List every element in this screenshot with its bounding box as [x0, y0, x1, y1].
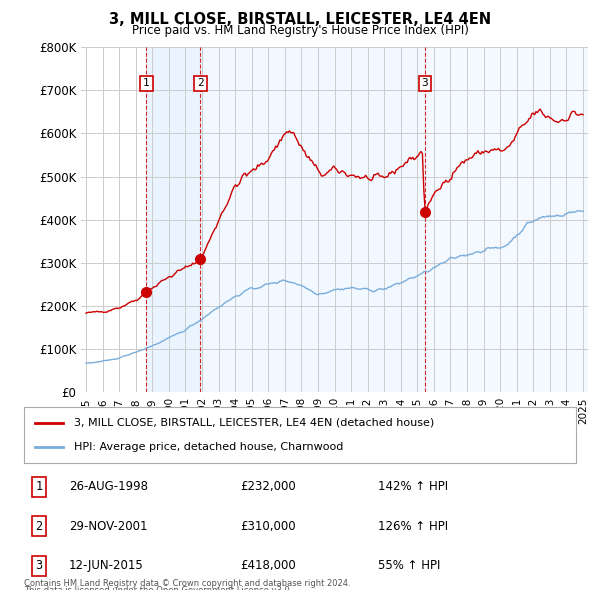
Text: 3: 3 [35, 559, 43, 572]
Text: Price paid vs. HM Land Registry's House Price Index (HPI): Price paid vs. HM Land Registry's House … [131, 24, 469, 37]
Text: This data is licensed under the Open Government Licence v3.0.: This data is licensed under the Open Gov… [24, 586, 292, 590]
Text: £418,000: £418,000 [240, 559, 296, 572]
Text: 29-NOV-2001: 29-NOV-2001 [69, 520, 148, 533]
Text: 26-AUG-1998: 26-AUG-1998 [69, 480, 148, 493]
Text: 142% ↑ HPI: 142% ↑ HPI [378, 480, 448, 493]
Text: 3, MILL CLOSE, BIRSTALL, LEICESTER, LE4 4EN (detached house): 3, MILL CLOSE, BIRSTALL, LEICESTER, LE4 … [74, 418, 434, 428]
Bar [200, 47, 425, 392]
Text: 1: 1 [143, 78, 150, 88]
Text: 2: 2 [197, 78, 204, 88]
Text: 126% ↑ HPI: 126% ↑ HPI [378, 520, 448, 533]
Text: Contains HM Land Registry data © Crown copyright and database right 2024.: Contains HM Land Registry data © Crown c… [24, 579, 350, 588]
Text: 55% ↑ HPI: 55% ↑ HPI [378, 559, 440, 572]
Text: 12-JUN-2015: 12-JUN-2015 [69, 559, 144, 572]
Bar [146, 47, 200, 392]
Text: 2: 2 [35, 520, 43, 533]
Text: 1: 1 [35, 480, 43, 493]
Text: 3: 3 [421, 78, 428, 88]
Text: £232,000: £232,000 [240, 480, 296, 493]
Bar [425, 47, 588, 392]
Text: £310,000: £310,000 [240, 520, 296, 533]
Text: HPI: Average price, detached house, Charnwood: HPI: Average price, detached house, Char… [74, 442, 343, 453]
Text: 3, MILL CLOSE, BIRSTALL, LEICESTER, LE4 4EN: 3, MILL CLOSE, BIRSTALL, LEICESTER, LE4 … [109, 12, 491, 27]
